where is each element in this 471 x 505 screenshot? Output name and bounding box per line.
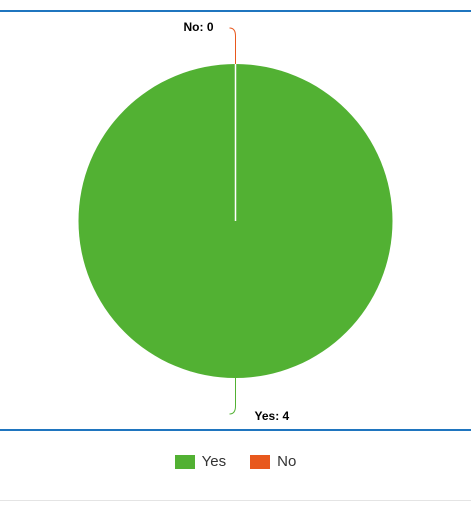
legend-label-yes: Yes <box>201 453 227 470</box>
pie-chart-area: Yes: 4 No: 0 <box>0 12 471 429</box>
connector-yes <box>229 378 236 415</box>
legend-swatch-no <box>250 454 271 469</box>
pie-chart: Yes: 4 No: 0 <box>78 20 393 423</box>
legend-item-no[interactable]: No <box>250 453 296 470</box>
bottom-divider <box>0 429 471 431</box>
legend-label-no: No <box>277 453 297 470</box>
footer-divider <box>0 500 471 501</box>
label-connectors <box>229 27 236 415</box>
chart-legend: Yes No <box>0 453 471 470</box>
data-labels: Yes: 4 No: 0 <box>184 20 290 423</box>
legend-item-yes[interactable]: Yes <box>174 453 227 470</box>
pie-slices <box>78 64 393 378</box>
data-label-yes: Yes: 4 <box>255 409 290 423</box>
legend-swatch-yes <box>174 454 195 469</box>
top-divider <box>0 10 471 12</box>
connector-no <box>229 27 236 64</box>
data-label-no: No: 0 <box>184 20 214 34</box>
